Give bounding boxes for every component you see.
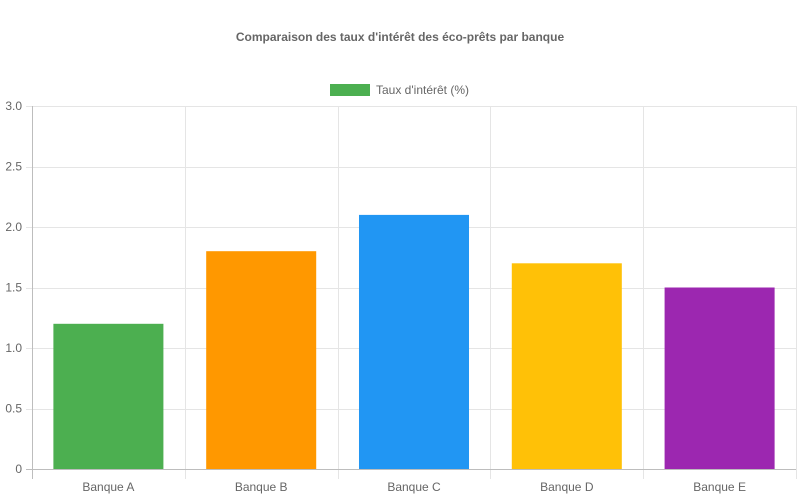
x-tick-label: Banque B bbox=[235, 480, 288, 494]
chart-title: Comparaison des taux d'intérêt des éco-p… bbox=[236, 30, 565, 44]
x-tick-label: Banque E bbox=[693, 480, 746, 494]
legend-label: Taux d'intérêt (%) bbox=[376, 83, 469, 97]
bar[interactable] bbox=[664, 287, 775, 470]
y-tick-label: 1.5 bbox=[5, 281, 22, 295]
axes bbox=[26, 106, 796, 479]
x-tick-label: Banque A bbox=[82, 480, 134, 494]
legend[interactable]: Taux d'intérêt (%) bbox=[330, 83, 469, 97]
bar[interactable] bbox=[206, 251, 317, 469]
y-tick-label: 2.0 bbox=[5, 220, 22, 234]
y-tick-label: 3.0 bbox=[5, 99, 22, 113]
bars bbox=[53, 214, 775, 470]
y-tick-label: 0 bbox=[15, 462, 22, 476]
bar[interactable] bbox=[511, 263, 622, 469]
bar[interactable] bbox=[358, 214, 470, 469]
y-tick-label: 1.0 bbox=[5, 341, 22, 355]
x-tick-label: Banque C bbox=[387, 480, 441, 494]
bar[interactable] bbox=[53, 323, 164, 469]
x-tick-label: Banque D bbox=[540, 480, 594, 494]
x-axis-ticks: Banque A Banque B Banque C Banque D Banque E bbox=[82, 480, 746, 494]
legend-swatch bbox=[330, 84, 370, 96]
y-tick-label: 2.5 bbox=[5, 160, 22, 174]
y-axis-ticks: 0 0.5 1.0 1.5 2.0 2.5 3.0 bbox=[5, 99, 22, 476]
y-tick-label: 0.5 bbox=[5, 402, 22, 416]
